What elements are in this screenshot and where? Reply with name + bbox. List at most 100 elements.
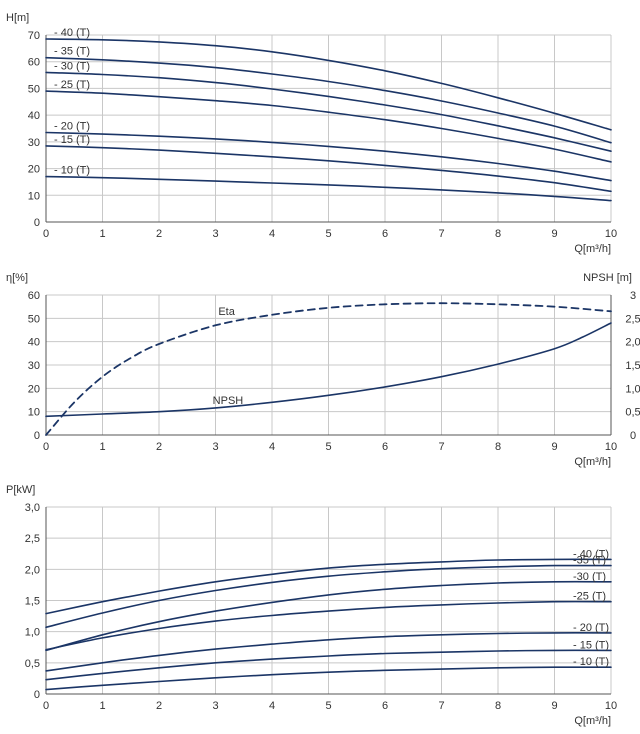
x-tick-label: 4	[269, 228, 275, 240]
x-tick-label: 4	[269, 700, 275, 712]
y2-tick-label: 1,0	[625, 383, 640, 395]
x-tick-label: 6	[382, 700, 388, 712]
series-label: - 30 (T)	[54, 60, 90, 72]
efficiency-chart: 0 1 2 3 4 5 6 7 8 9 10 0 10 20 30 40 50 60 0 0,5 1,0 1,5 2,0 2,…	[6, 272, 640, 468]
y2-tick-label: 3	[630, 290, 636, 302]
y2-tick-label: 2,0	[625, 337, 640, 349]
x-tick-label: 2	[156, 228, 162, 240]
y-tick-label: 20	[28, 164, 40, 176]
series-label: -25 (T)	[573, 591, 606, 603]
x-tick-label: 2	[156, 700, 162, 712]
y-axis-label: η[%]	[6, 272, 28, 284]
series-label: - 40 (T)	[54, 27, 90, 39]
series-line	[45, 580, 612, 652]
series-line	[45, 666, 612, 691]
y2-tick-label: 2,5	[625, 313, 640, 325]
x-tick-label: 8	[495, 228, 501, 240]
y-tick-label: 40	[28, 110, 40, 122]
x-tick-label: 0	[43, 700, 49, 712]
x-tick-label: 3	[212, 700, 218, 712]
series-label: Eta	[218, 306, 235, 318]
y-tick-label: 0,5	[25, 658, 40, 670]
x-tick-label: 5	[325, 441, 331, 453]
grid	[45, 506, 612, 695]
y-tick-label: 1,0	[25, 627, 40, 639]
y2-tick-label: 0	[630, 430, 636, 442]
series-label: -35 (T)	[573, 555, 606, 567]
y-axis-label: H[m]	[6, 12, 29, 24]
x-tick-label: 7	[438, 441, 444, 453]
y-tick-label: 60	[28, 290, 40, 302]
series-line	[45, 564, 612, 629]
series-label: - 10 (T)	[573, 656, 609, 668]
x-tick-label: 7	[438, 228, 444, 240]
series-line	[45, 322, 612, 418]
series-label: -30 (T)	[573, 571, 606, 583]
y-tick-label: 0	[34, 430, 40, 442]
x-tick-label: 0	[43, 441, 49, 453]
y-tick-label: 2,0	[25, 564, 40, 576]
series-line	[45, 90, 612, 163]
x-tick-label: 8	[495, 700, 501, 712]
x-tick-label: 5	[325, 700, 331, 712]
x-tick-label: 1	[99, 700, 105, 712]
series-line	[45, 632, 612, 672]
series-label: - 15 (T)	[573, 639, 609, 651]
series-line	[45, 649, 612, 681]
series-label: - 15 (T)	[54, 134, 90, 146]
y-tick-label: 1,5	[25, 596, 40, 608]
y-axis-label: P[kW]	[6, 484, 35, 496]
grid	[45, 294, 612, 436]
power-chart: 0 1 2 3 4 5 6 7 8 9 10 0 0,5 1,0 1,5 2,0 2,5 3,0 Q[m³/h] P[…	[6, 484, 617, 727]
y-tick-label: 40	[28, 337, 40, 349]
y2-tick-label: 1,5	[625, 360, 640, 372]
y-tick-label: 60	[28, 57, 40, 69]
x-tick-label: 2	[156, 441, 162, 453]
y-tick-label: 0	[34, 689, 40, 701]
x-tick-label: 10	[605, 441, 617, 453]
series-line	[45, 175, 612, 202]
x-tick-label: 1	[99, 228, 105, 240]
y-tick-label: 50	[28, 83, 40, 95]
x-tick-label: 6	[382, 441, 388, 453]
series-label: - 25 (T)	[54, 79, 90, 91]
x-tick-label: 8	[495, 441, 501, 453]
x-axis-label: Q[m³/h]	[574, 715, 611, 727]
y-tick-label: 20	[28, 383, 40, 395]
x-tick-label: 1	[99, 441, 105, 453]
y-tick-label: 30	[28, 137, 40, 149]
series-line	[45, 131, 612, 182]
x-tick-label: 9	[551, 700, 557, 712]
y-tick-label: 2,5	[25, 533, 40, 545]
series-line	[45, 600, 612, 651]
x-tick-label: 10	[605, 228, 617, 240]
series-line	[45, 145, 612, 193]
x-axis-label: Q[m³/h]	[574, 243, 611, 255]
series-label: - 20 (T)	[573, 622, 609, 634]
y-tick-label: 0	[34, 217, 40, 229]
x-tick-label: 7	[438, 700, 444, 712]
x-tick-label: 5	[325, 228, 331, 240]
y-tick-label: 10	[28, 190, 40, 202]
x-tick-label: 3	[212, 441, 218, 453]
series-label: - 40 (T)	[573, 548, 609, 560]
y-tick-label: 30	[28, 360, 40, 372]
y2-tick-label: 0,5	[625, 407, 640, 419]
x-tick-label: 3	[212, 228, 218, 240]
series-line	[45, 38, 612, 131]
x-tick-label: 4	[269, 441, 275, 453]
series-line	[45, 302, 612, 436]
y-tick-label: 3,0	[25, 502, 40, 514]
y2-axis-label: NPSH [m]	[583, 272, 632, 284]
x-tick-label: 6	[382, 228, 388, 240]
y-tick-label: 10	[28, 407, 40, 419]
x-tick-label: 0	[43, 228, 49, 240]
y-tick-label: 70	[28, 30, 40, 42]
series-label: - 20 (T)	[54, 121, 90, 133]
series-line	[45, 56, 612, 144]
x-tick-label: 9	[551, 441, 557, 453]
series-line	[45, 71, 612, 152]
x-tick-label: 10	[605, 700, 617, 712]
series-label: - 10 (T)	[54, 165, 90, 177]
